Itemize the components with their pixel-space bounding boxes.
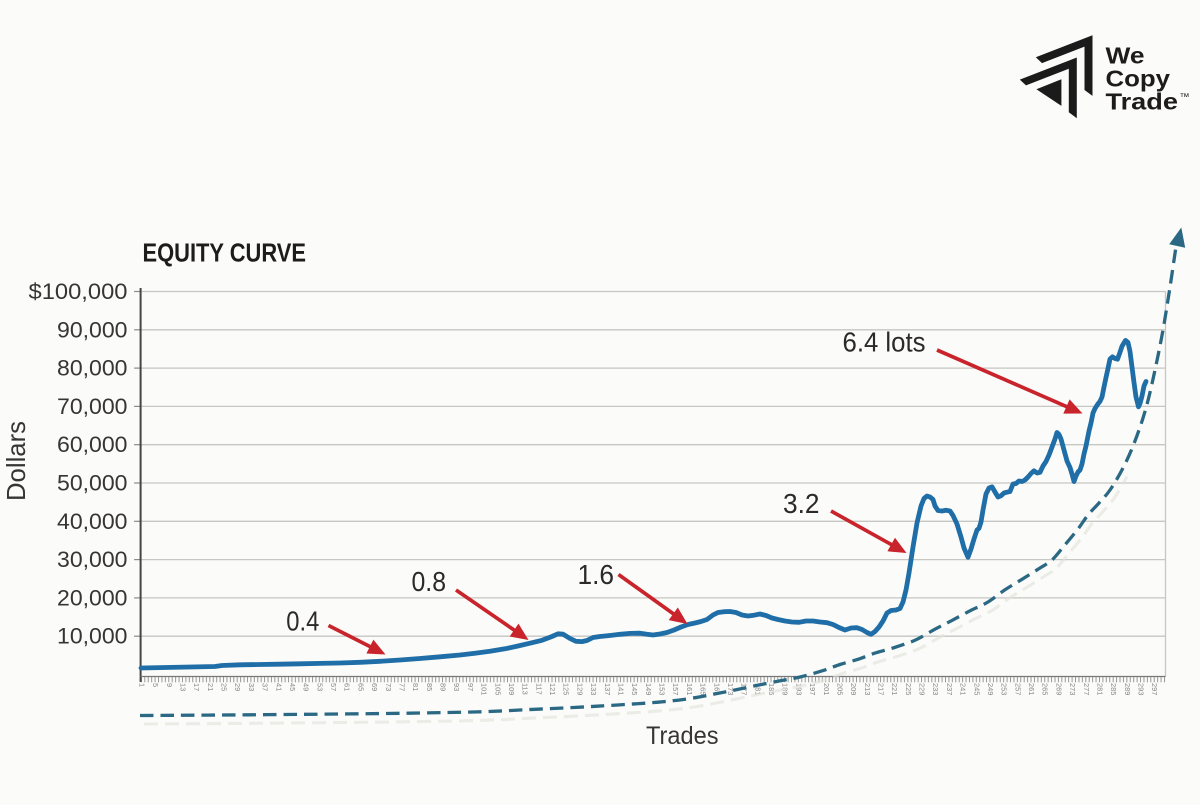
svg-text:77: 77 [398, 683, 407, 691]
svg-text:293: 293 [1137, 683, 1146, 695]
svg-text:245: 245 [972, 683, 981, 695]
svg-text:145: 145 [630, 683, 639, 695]
svg-text:93: 93 [452, 683, 461, 691]
svg-text:Trades: Trades [646, 722, 719, 750]
svg-text:233: 233 [931, 683, 940, 695]
svg-text:241: 241 [959, 683, 968, 695]
svg-text:157: 157 [671, 683, 680, 695]
svg-text:80,000: 80,000 [57, 356, 128, 381]
svg-text:6.4 lots: 6.4 lots [843, 327, 926, 358]
svg-text:265: 265 [1041, 683, 1050, 695]
svg-text:237: 237 [945, 683, 954, 695]
svg-text:0.8: 0.8 [412, 566, 447, 597]
svg-text:13: 13 [179, 683, 188, 691]
svg-text:165: 165 [699, 683, 708, 695]
svg-text:297: 297 [1150, 683, 1159, 695]
svg-text:81: 81 [411, 683, 420, 691]
svg-text:129: 129 [575, 683, 584, 695]
svg-text:169: 169 [712, 683, 721, 695]
svg-text:20,000: 20,000 [57, 585, 128, 610]
svg-text:49: 49 [302, 683, 311, 691]
svg-text:229: 229 [918, 683, 927, 695]
svg-text:70,000: 70,000 [57, 394, 128, 419]
svg-text:3.2: 3.2 [783, 488, 820, 519]
svg-text:53: 53 [315, 683, 324, 691]
svg-text:221: 221 [890, 683, 899, 695]
svg-text:161: 161 [685, 683, 694, 695]
svg-text:105: 105 [493, 683, 502, 695]
svg-text:181: 181 [753, 683, 762, 695]
svg-text:We: We [1106, 42, 1145, 68]
svg-text:29: 29 [233, 683, 242, 691]
svg-text:Copy: Copy [1106, 66, 1171, 92]
svg-text:17: 17 [192, 683, 201, 691]
svg-text:137: 137 [603, 683, 612, 695]
svg-text:113: 113 [521, 683, 530, 695]
svg-text:249: 249 [986, 683, 995, 695]
svg-text:33: 33 [247, 683, 256, 691]
svg-text:149: 149 [644, 683, 653, 695]
svg-text:21: 21 [206, 683, 215, 691]
svg-text:201: 201 [822, 683, 831, 695]
svg-text:1: 1 [137, 683, 146, 687]
svg-text:Dollars: Dollars [1, 421, 31, 501]
svg-text:40,000: 40,000 [57, 509, 128, 534]
svg-text:285: 285 [1109, 683, 1118, 695]
svg-text:261: 261 [1027, 683, 1036, 695]
svg-text:61: 61 [343, 683, 352, 691]
svg-text:213: 213 [863, 683, 872, 695]
svg-text:209: 209 [849, 683, 858, 695]
svg-text:73: 73 [384, 683, 393, 691]
svg-text:141: 141 [616, 683, 625, 695]
svg-text:153: 153 [658, 683, 667, 695]
svg-text:217: 217 [877, 683, 886, 695]
svg-text:277: 277 [1082, 683, 1091, 695]
svg-text:273: 273 [1068, 683, 1077, 695]
svg-text:85: 85 [425, 683, 434, 691]
svg-text:117: 117 [534, 683, 543, 695]
svg-text:5: 5 [151, 683, 160, 687]
svg-text:25: 25 [220, 683, 229, 691]
svg-text:45: 45 [288, 683, 297, 691]
svg-text:257: 257 [1013, 683, 1022, 695]
svg-text:89: 89 [439, 683, 448, 691]
svg-text:10,000: 10,000 [57, 624, 128, 649]
svg-text:173: 173 [726, 683, 735, 695]
svg-text:253: 253 [1000, 683, 1009, 695]
svg-text:101: 101 [480, 683, 489, 695]
svg-text:97: 97 [466, 683, 475, 691]
svg-text:205: 205 [835, 683, 844, 695]
svg-text:EQUITY CURVE: EQUITY CURVE [143, 238, 307, 268]
svg-text:Trade: Trade [1106, 89, 1179, 115]
svg-text:197: 197 [808, 683, 817, 695]
svg-text:60,000: 60,000 [57, 432, 128, 457]
svg-text:30,000: 30,000 [57, 547, 128, 572]
svg-text:133: 133 [589, 683, 598, 695]
svg-text:41: 41 [274, 683, 283, 691]
svg-text:125: 125 [562, 683, 571, 695]
svg-text:281: 281 [1096, 683, 1105, 695]
svg-text:121: 121 [548, 683, 557, 695]
svg-text:50,000: 50,000 [57, 471, 128, 496]
svg-text:37: 37 [261, 683, 270, 691]
svg-text:109: 109 [507, 683, 516, 695]
svg-text:9: 9 [165, 683, 174, 687]
svg-text:57: 57 [329, 683, 338, 691]
svg-text:185: 185 [767, 683, 776, 695]
svg-text:193: 193 [794, 683, 803, 695]
svg-text:65: 65 [356, 683, 365, 691]
svg-text:289: 289 [1123, 683, 1132, 695]
svg-text:™: ™ [1180, 92, 1190, 103]
svg-text:225: 225 [904, 683, 913, 695]
svg-text:1.6: 1.6 [578, 559, 615, 590]
svg-text:269: 269 [1054, 683, 1063, 695]
svg-text:69: 69 [370, 683, 379, 691]
svg-text:$100,000: $100,000 [29, 279, 128, 304]
svg-text:0.4: 0.4 [286, 606, 319, 637]
svg-text:90,000: 90,000 [57, 317, 128, 342]
